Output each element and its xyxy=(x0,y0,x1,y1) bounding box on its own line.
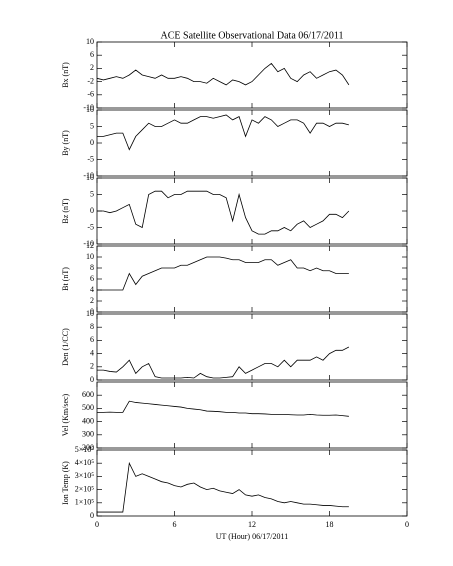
x-tick-label: 18 xyxy=(326,520,334,529)
x-axis-label: UT (Hour) 06/17/2011 xyxy=(216,532,288,541)
y-tick-label: 5 xyxy=(90,121,94,130)
y-tick-label: 5×10⁵ xyxy=(75,445,95,454)
data-line xyxy=(97,400,349,417)
y-tick-label: 10 xyxy=(86,173,94,182)
y-tick-label: 10 xyxy=(86,309,94,318)
y-tick-label: 2 xyxy=(90,362,94,371)
plot-frame xyxy=(96,177,408,245)
data-line xyxy=(96,62,350,86)
y-tick-label: 0 xyxy=(90,138,94,147)
data-line xyxy=(97,461,349,513)
x-tick-label: 12 xyxy=(248,520,256,529)
y-tick-label: -10 xyxy=(83,171,94,180)
data-line xyxy=(97,346,350,379)
y-axis-label: Den (1/CC) xyxy=(61,328,70,366)
x-tick-label: 0 xyxy=(95,520,99,529)
y-tick-label: 4 xyxy=(90,285,94,294)
y-tick-label: 2×10⁵ xyxy=(75,484,95,493)
y-tick-label: 0 xyxy=(90,307,94,316)
data-line xyxy=(97,114,349,151)
plot-frame xyxy=(96,381,408,449)
y-tick-label: 5 xyxy=(90,189,94,198)
y-axis-label: By (nT) xyxy=(61,130,70,156)
chart-title: ACE Satellite Observational Data 06/17/2… xyxy=(161,30,344,41)
y-tick-label: 500 xyxy=(82,403,94,412)
y-tick-label: -5 xyxy=(87,222,94,231)
y-tick-label: 1×10⁵ xyxy=(75,498,95,507)
y-axis-label: Bt (nT) xyxy=(61,267,70,291)
y-axis-label: Bx (nT) xyxy=(61,62,70,88)
x-tick-label: 0 xyxy=(405,520,409,529)
y-tick-label: 4×10⁵ xyxy=(75,458,95,467)
y-tick-label: 12 xyxy=(86,241,94,250)
data-line xyxy=(97,256,349,291)
plot-frame xyxy=(96,245,408,313)
y-tick-label: 300 xyxy=(82,430,94,439)
y-tick-label: -10 xyxy=(83,103,94,112)
y-tick-label: 8 xyxy=(90,263,94,272)
y-tick-label: 0 xyxy=(90,206,94,215)
y-tick-label: -2 xyxy=(87,76,94,85)
y-tick-label: 6 xyxy=(90,50,94,59)
y-tick-label: -5 xyxy=(87,154,94,163)
y-axis-label: Ion Temp (K) xyxy=(61,461,70,505)
x-tick-label: 6 xyxy=(173,520,177,529)
y-tick-label: 0 xyxy=(90,375,94,384)
y-axis-label: Vel (Km/sec) xyxy=(61,393,70,436)
y-tick-label: 2 xyxy=(90,296,94,305)
data-line xyxy=(97,190,350,235)
y-tick-label: 10 xyxy=(86,252,94,261)
y-tick-label: 200 xyxy=(82,443,94,452)
y-axis-label: Bz (nT) xyxy=(61,198,70,223)
y-tick-label: 4 xyxy=(90,348,94,357)
y-tick-label: 6 xyxy=(90,274,94,283)
y-tick-label: 8 xyxy=(90,322,94,331)
y-tick-label: -10 xyxy=(83,239,94,248)
y-tick-label: 400 xyxy=(82,416,94,425)
y-tick-label: 2 xyxy=(90,63,94,72)
y-tick-label: 3×10⁵ xyxy=(75,471,95,480)
y-tick-label: 6 xyxy=(90,335,94,344)
y-tick-label: 10 xyxy=(86,37,94,46)
y-tick-label: 600 xyxy=(82,390,94,399)
y-tick-label: 10 xyxy=(86,105,94,114)
plot-frame xyxy=(96,449,408,517)
y-tick-label: -6 xyxy=(87,90,94,99)
y-tick-label: 0 xyxy=(90,511,94,520)
